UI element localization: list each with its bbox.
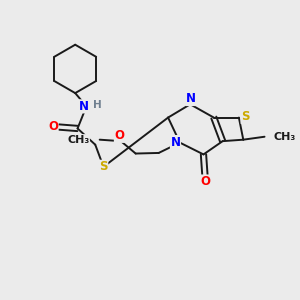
- Text: N: N: [170, 136, 181, 148]
- Text: CH₃: CH₃: [67, 135, 89, 145]
- Text: N: N: [79, 100, 89, 113]
- Text: O: O: [114, 129, 124, 142]
- Text: N: N: [186, 92, 196, 106]
- Text: S: S: [99, 160, 108, 173]
- Text: CH₃: CH₃: [274, 132, 296, 142]
- Text: H: H: [93, 100, 102, 110]
- Text: O: O: [200, 175, 210, 188]
- Text: S: S: [241, 110, 250, 124]
- Text: O: O: [48, 121, 58, 134]
